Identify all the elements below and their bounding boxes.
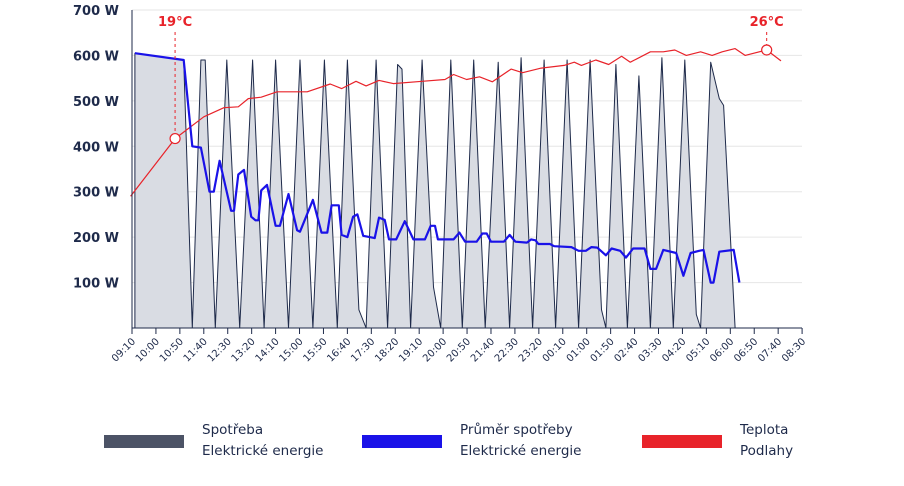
- legend-label-temperature: Teplota Podlahy: [740, 420, 793, 462]
- x-tick-label: 12:30: [206, 336, 234, 364]
- x-tick-label: 04:20: [660, 336, 688, 364]
- y-tick-label: 500 W: [73, 95, 119, 110]
- legend-label-line2: Podlahy: [740, 443, 794, 459]
- legend-label-line1: Průměr spotřeby: [460, 422, 573, 438]
- legend-item-average: Průměr spotřeby Elektrické energie: [362, 420, 581, 462]
- x-tick-label: 17:30: [349, 336, 377, 364]
- series-average-line: [134, 52, 741, 284]
- x-tick-label: 01:00: [565, 336, 593, 364]
- x-tick-label: 07:40: [756, 336, 784, 364]
- x-tick-label: 16:40: [325, 336, 353, 364]
- series-consumption-area: [134, 52, 736, 329]
- x-tick-label: 20:00: [421, 336, 449, 364]
- x-tick-label: 10:00: [134, 336, 162, 364]
- annotation-marker: [169, 132, 181, 145]
- x-tick-label: 23:20: [517, 336, 545, 364]
- y-tick-label: 700 W: [73, 4, 119, 19]
- x-tick-label: 06:00: [708, 336, 736, 364]
- x-tick-label: 22:30: [493, 336, 521, 364]
- x-tick-label: 18:20: [373, 336, 401, 364]
- legend-label-line2: Elektrické energie: [460, 443, 582, 459]
- annotations: 19°C 26°C: [158, 15, 784, 145]
- y-tick-label: 400 W: [73, 140, 119, 155]
- legend-swatch-temperature: [642, 434, 722, 448]
- legend-label-line1: Spotřeba: [202, 422, 264, 438]
- x-tick-label: 08:30: [780, 336, 808, 364]
- x-tick-label: 00:10: [541, 336, 569, 364]
- x-tick-label: 11:40: [182, 336, 210, 364]
- series-temperature-line: [130, 47, 782, 197]
- legend-label-consumption: Spotřeba Elektrické energie: [202, 420, 323, 462]
- legend-label-line1: Teplota: [740, 422, 789, 438]
- x-tick-label: 21:40: [469, 336, 497, 364]
- legend-label-line2: Elektrické energie: [202, 443, 324, 459]
- x-tick-label: 14:10: [254, 336, 282, 364]
- annotation-label: 26°C: [750, 15, 784, 30]
- x-tick-label: 15:00: [277, 336, 305, 364]
- legend-swatch-consumption: [104, 434, 184, 448]
- annotation-label: 19°C: [158, 15, 192, 30]
- series-layer: [130, 47, 782, 329]
- legend-item-consumption: Spotřeba Elektrické energie: [104, 420, 323, 462]
- x-tick-label: 19:10: [397, 336, 425, 364]
- legend: Spotřeba Elektrické energie Průměr spotř…: [0, 420, 904, 470]
- x-tick-label: 20:50: [445, 336, 473, 364]
- x-tick-label: 10:50: [158, 336, 186, 364]
- x-tick-label: 02:40: [613, 336, 641, 364]
- x-tick-label: 09:10: [110, 336, 138, 364]
- legend-label-average: Průměr spotřeby Elektrické energie: [460, 420, 581, 462]
- x-tick-label: 03:30: [636, 336, 664, 364]
- x-tick-label: 15:50: [301, 336, 329, 364]
- x-tick-label: 13:20: [230, 336, 258, 364]
- x-tick-label: 05:10: [684, 336, 712, 364]
- annotation-marker: [761, 44, 773, 56]
- legend-swatch-average: [362, 434, 442, 448]
- legend-item-temperature: Teplota Podlahy: [642, 420, 793, 462]
- x-tick-label: 01:50: [589, 336, 617, 364]
- y-tick-label: 100 W: [73, 277, 119, 292]
- y-tick-label: 300 W: [73, 186, 119, 201]
- y-tick-label: 600 W: [73, 49, 119, 64]
- x-tick-label: 06:50: [732, 336, 760, 364]
- y-tick-label: 200 W: [73, 231, 119, 246]
